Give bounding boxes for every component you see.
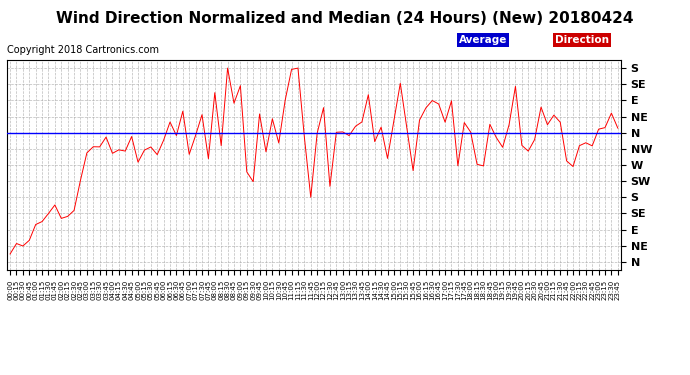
Text: Direction: Direction [555,35,609,45]
Text: Average: Average [459,35,507,45]
Text: Copyright 2018 Cartronics.com: Copyright 2018 Cartronics.com [7,45,159,55]
Text: Wind Direction Normalized and Median (24 Hours) (New) 20180424: Wind Direction Normalized and Median (24… [57,11,633,26]
